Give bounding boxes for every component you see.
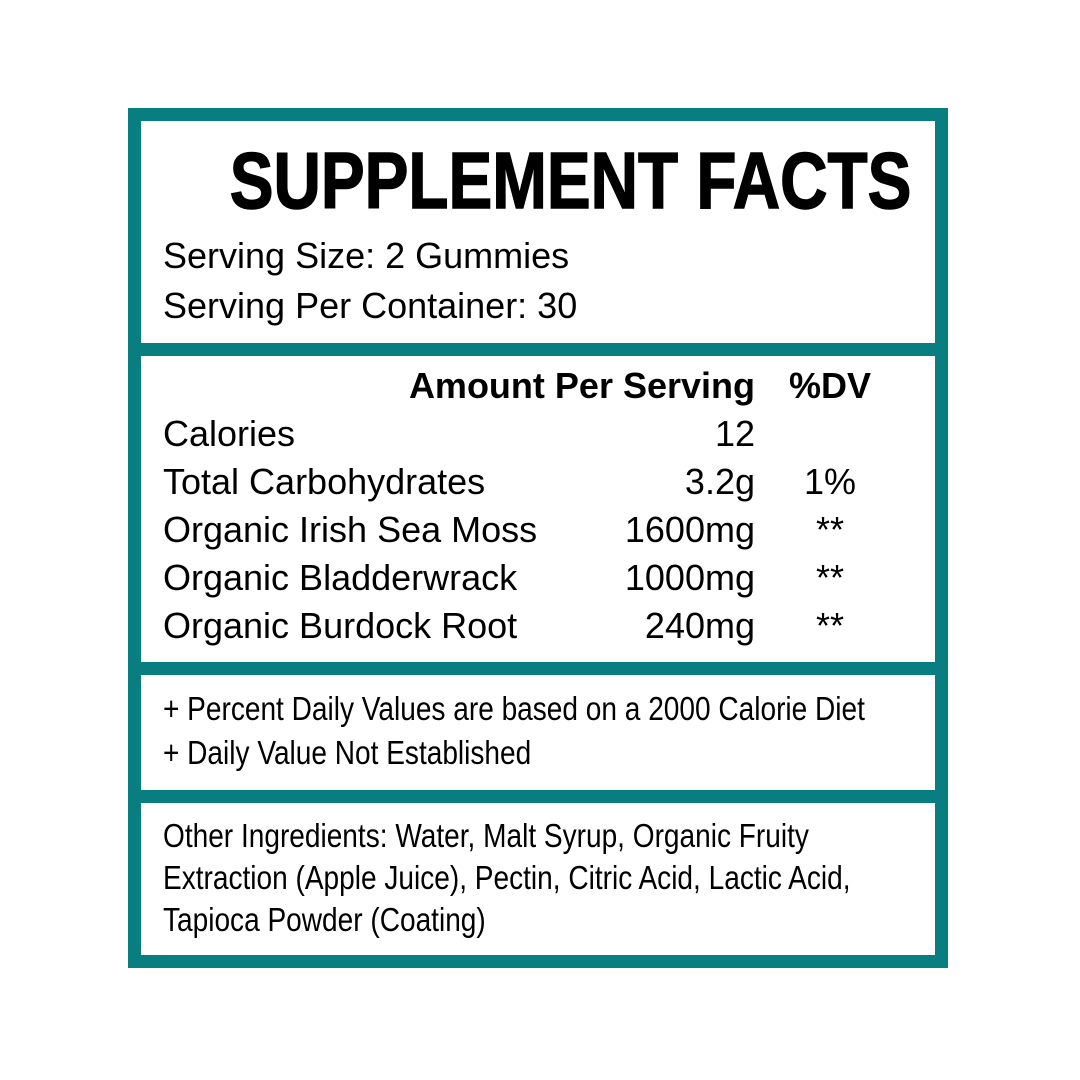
nutrient-amount: 240mg bbox=[644, 605, 755, 646]
nutrient-name: Organic Bladderwrack bbox=[163, 557, 518, 598]
daily-value-footnote: + Percent Daily Values are based on a 20… bbox=[163, 690, 865, 727]
nutrient-name: Calories bbox=[163, 413, 296, 454]
dv-not-established-footnote: + Daily Value Not Established bbox=[163, 734, 532, 771]
other-ingredients-line: Tapioca Powder (Coating) bbox=[163, 901, 486, 938]
nutrient-row: Calories 12 bbox=[163, 410, 905, 458]
nutrient-row: Organic Bladderwrack 1000mg ** bbox=[163, 554, 905, 602]
nutrient-dv: ** bbox=[815, 605, 845, 646]
nutrient-dv: ** bbox=[815, 509, 845, 550]
section-divider bbox=[141, 790, 935, 803]
servings-per-container: Serving Per Container: 30 bbox=[163, 285, 578, 326]
table-header-row: Amount Per Serving %DV bbox=[163, 362, 905, 410]
supplement-facts-label: SUPPLEMENT FACTS Serving Size: 2 Gummies… bbox=[128, 108, 948, 968]
nutrient-dv: ** bbox=[815, 557, 845, 598]
nutrient-amount: 1000mg bbox=[624, 557, 755, 598]
other-ingredients-line: Extraction (Apple Juice), Pectin, Citric… bbox=[163, 859, 851, 896]
nutrient-dv: 1% bbox=[803, 461, 857, 502]
nutrition-table-section: Amount Per Serving %DV Calories 12 Total… bbox=[141, 356, 935, 662]
footnotes-section: + Percent Daily Values are based on a 20… bbox=[141, 675, 935, 790]
nutrient-name: Total Carbohydrates bbox=[163, 461, 486, 502]
other-ingredients-line: Other Ingredients: Water, Malt Syrup, Or… bbox=[163, 817, 809, 854]
amount-per-serving-header: Amount Per Serving bbox=[408, 365, 755, 406]
nutrient-row: Total Carbohydrates 3.2g 1% bbox=[163, 458, 905, 506]
label-title: SUPPLEMENT FACTS bbox=[229, 135, 912, 226]
section-divider bbox=[141, 662, 935, 675]
percent-dv-header: %DV bbox=[788, 365, 872, 406]
header-section: SUPPLEMENT FACTS Serving Size: 2 Gummies… bbox=[141, 121, 935, 343]
nutrient-row: Organic Burdock Root 240mg ** bbox=[163, 602, 905, 650]
nutrient-row: Organic Irish Sea Moss 1600mg ** bbox=[163, 506, 905, 554]
section-divider bbox=[141, 343, 935, 356]
nutrient-amount: 1600mg bbox=[624, 509, 755, 550]
other-ingredients-section: Other Ingredients: Water, Malt Syrup, Or… bbox=[141, 803, 935, 955]
serving-size: Serving Size: 2 Gummies bbox=[163, 235, 570, 276]
nutrient-amount: 12 bbox=[714, 413, 755, 454]
nutrient-amount: 3.2g bbox=[684, 461, 755, 502]
nutrient-name: Organic Burdock Root bbox=[163, 605, 518, 646]
nutrient-name: Organic Irish Sea Moss bbox=[163, 509, 538, 550]
